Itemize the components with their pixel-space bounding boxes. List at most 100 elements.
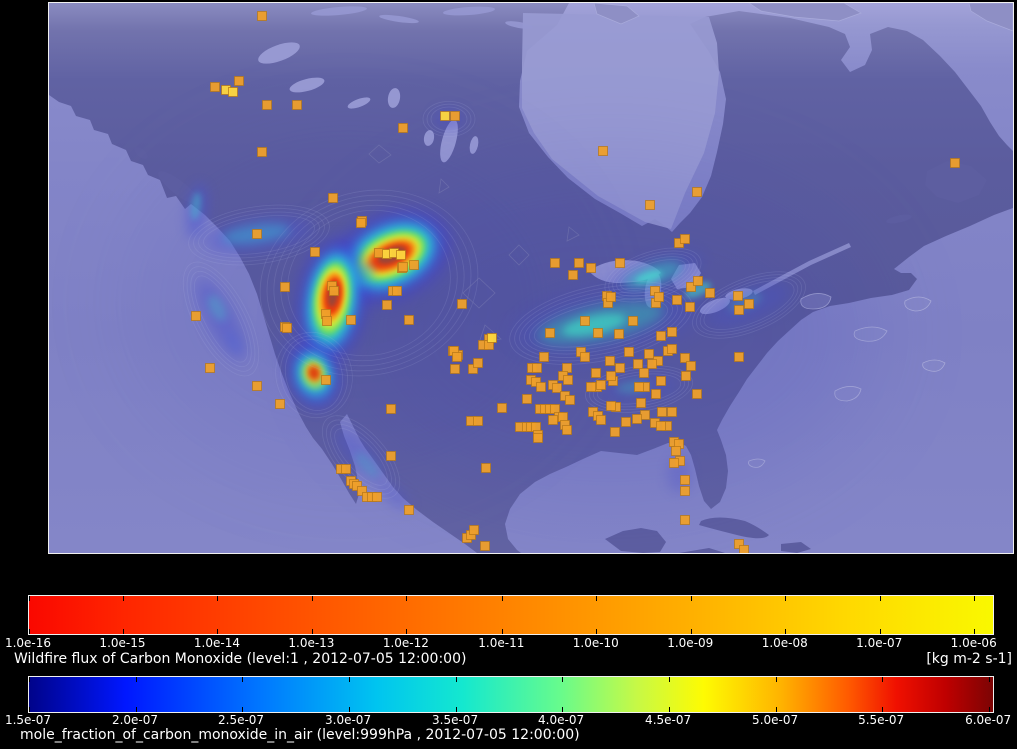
tick-mark <box>406 596 408 601</box>
fire-pixel <box>596 415 606 425</box>
co-plume <box>635 270 663 284</box>
tick-mark <box>311 629 313 634</box>
fire-pixel <box>282 323 292 333</box>
fire-pixel <box>372 492 382 502</box>
fire-pixel <box>322 316 332 326</box>
fire-pixel <box>656 331 666 341</box>
map-panel <box>48 2 1014 554</box>
fire-pixel <box>450 111 460 121</box>
tick-mark <box>596 596 598 601</box>
fire-pixel <box>473 416 483 426</box>
fire-pixel <box>522 394 532 404</box>
fire-pixel <box>680 515 690 525</box>
tick-mark <box>217 629 219 634</box>
tick-label: 1.0e-09 <box>667 636 714 650</box>
tick-label: 1.0e-15 <box>99 636 146 650</box>
tick-mark <box>241 677 243 682</box>
fire-pixel <box>404 505 414 515</box>
tick-mark <box>28 629 30 634</box>
co-plume <box>196 277 246 361</box>
fire-pixel <box>550 258 560 268</box>
contour-ring <box>703 280 795 330</box>
tick-mark <box>785 629 787 634</box>
tick-mark <box>28 707 30 712</box>
fire-pixel <box>292 100 302 110</box>
fire-pixel <box>639 368 649 378</box>
tick-mark <box>881 677 883 682</box>
fire-pixel <box>693 276 703 286</box>
fire-pixel <box>621 417 631 427</box>
contour-ring <box>287 209 451 357</box>
contour-ring <box>699 277 799 333</box>
fire-pixel <box>473 358 483 368</box>
fire-pixel <box>481 463 491 473</box>
fire-pixel <box>651 389 661 399</box>
fire-pixel <box>532 363 542 373</box>
fire-pixel <box>680 486 690 496</box>
fire-pixel <box>234 76 244 86</box>
contour-ring <box>589 367 689 411</box>
tick-mark <box>348 707 350 712</box>
fire-pixel <box>398 262 408 272</box>
fire-pixel <box>357 486 367 496</box>
contour-ring <box>186 266 256 372</box>
tick-mark <box>879 596 881 601</box>
tick-label: 3.0e-07 <box>325 713 372 727</box>
landmass-north-america <box>49 3 1013 553</box>
fire-pixel <box>596 380 606 390</box>
contour-ring <box>259 189 479 377</box>
contour-ring <box>533 298 669 348</box>
fire-pixel <box>562 425 572 435</box>
fire-pixel <box>744 299 754 309</box>
fire-pixel <box>548 415 558 425</box>
fire-pixel <box>545 328 555 338</box>
co-plume <box>186 183 208 239</box>
tick-mark <box>775 677 777 682</box>
fire-pixel <box>632 414 642 424</box>
fire-pixel <box>386 404 396 414</box>
tick-label: 1.0e-16 <box>4 636 52 650</box>
fire-pixel <box>734 539 744 549</box>
fire-pixel <box>667 344 677 354</box>
tick-label: 1.0e-08 <box>761 636 808 650</box>
fire-pixel <box>280 282 290 292</box>
fire-pixel <box>452 352 462 362</box>
fire-pixel <box>606 401 616 411</box>
tick-label: 1.0e-12 <box>382 636 429 650</box>
fire-pixel <box>497 403 507 413</box>
contour-ring <box>280 335 348 415</box>
tick-mark <box>217 596 219 601</box>
contour-ring <box>193 208 325 262</box>
fire-pixel <box>409 260 419 270</box>
fire-pixel <box>568 270 578 280</box>
fire-pixel <box>672 295 682 305</box>
tick-mark <box>311 596 313 601</box>
contour-ring <box>519 288 683 358</box>
fire-pixel <box>624 347 634 357</box>
tick-mark <box>690 596 692 601</box>
co-plume <box>207 295 227 321</box>
tick-mark <box>122 629 124 634</box>
fire-pixel <box>469 525 479 535</box>
colorbar-flux-units: [kg m-2 s-1] <box>926 651 1012 667</box>
fire-pixel <box>686 361 696 371</box>
contour-ring <box>198 211 320 259</box>
tick-mark <box>775 707 777 712</box>
tick-label: 4.0e-07 <box>538 713 585 727</box>
fire-pixel <box>656 421 666 431</box>
fire-pixel <box>210 82 220 92</box>
fire-pixel <box>591 368 601 378</box>
co-plume <box>685 281 711 299</box>
fire-pixel <box>539 352 549 362</box>
co-plume <box>334 428 384 482</box>
fire-pixel <box>205 363 215 373</box>
fire-pixel <box>328 193 338 203</box>
fire-pixel <box>605 356 615 366</box>
fire-pixel <box>382 300 392 310</box>
fire-pixel <box>329 286 339 296</box>
fire-pixel <box>352 481 362 491</box>
fire-pixel <box>615 363 625 373</box>
fire-pixel <box>396 250 406 260</box>
fire-pixel <box>341 464 351 474</box>
tick-label: 1.0e-07 <box>856 636 903 650</box>
